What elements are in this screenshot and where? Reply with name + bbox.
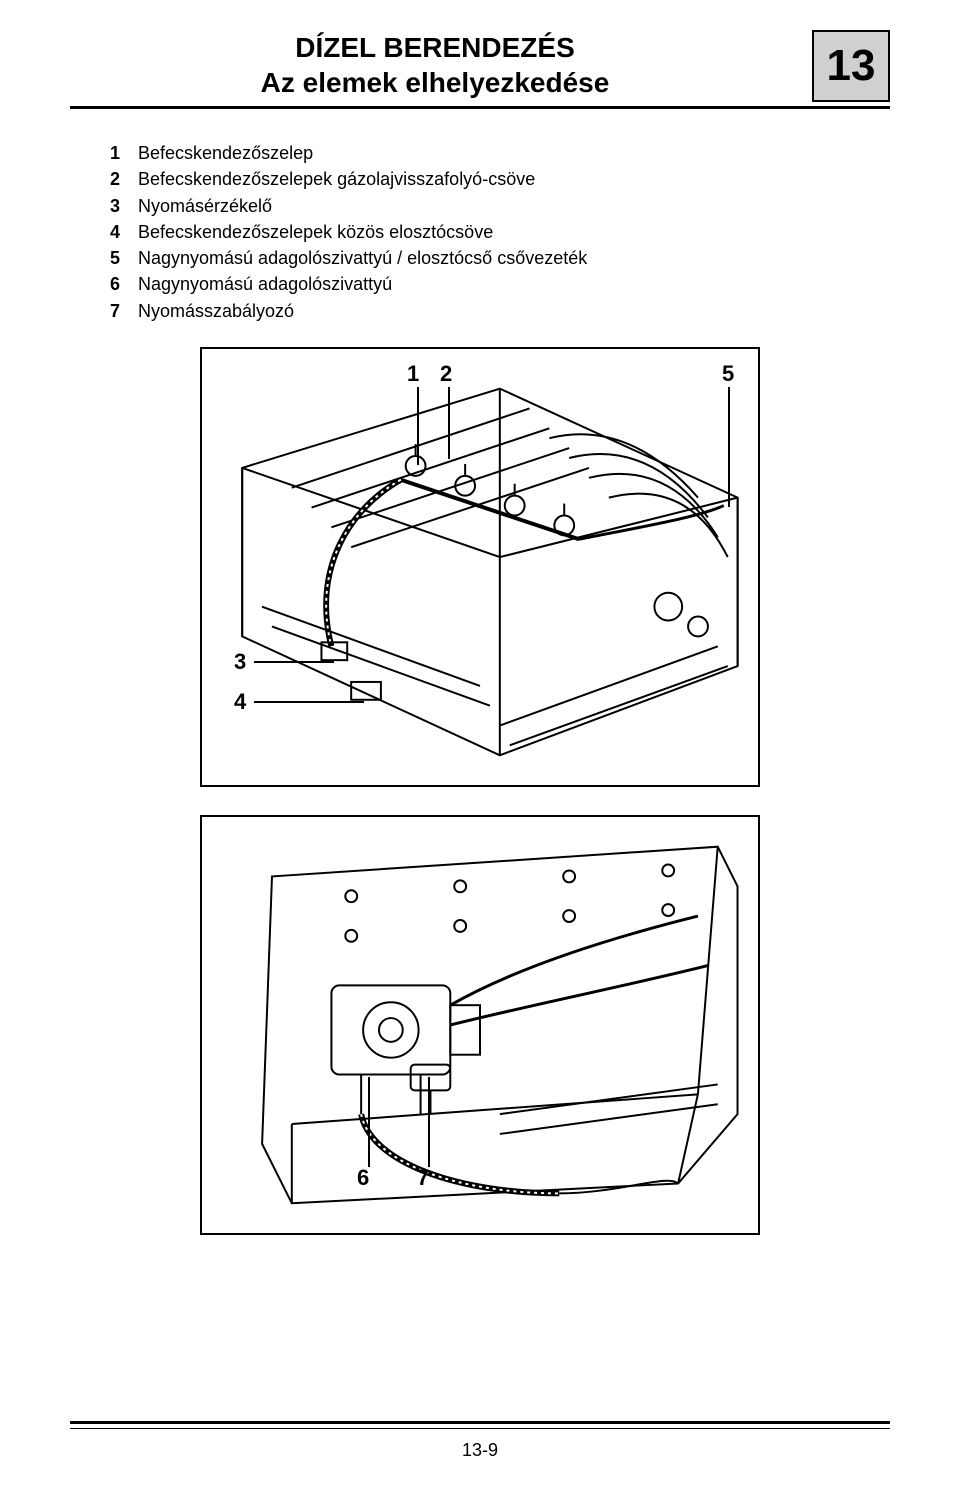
legend-item-text: Nyomásérzékelő [138, 194, 650, 218]
legend-item-number: 1 [110, 141, 138, 165]
legend-item-text: Nagynyomású adagolószivattyú / elosztócs… [138, 246, 650, 270]
page: DÍZEL BERENDEZÉS Az elemek elhelyezkedés… [0, 0, 960, 1489]
engine-diagram-1-icon [202, 349, 758, 785]
callout-label: 2 [440, 361, 452, 387]
chapter-number: 13 [827, 41, 876, 91]
callout-label: 7 [417, 1165, 429, 1191]
legend-item-number: 5 [110, 246, 138, 270]
figure-2: 6 7 [200, 815, 760, 1235]
footer-rule-thin [70, 1428, 890, 1429]
legend-item-number: 7 [110, 299, 138, 323]
legend-item-number: 6 [110, 272, 138, 296]
chapter-number-box: 13 [812, 30, 890, 102]
legend-item: 6 Nagynyomású adagolószivattyú [110, 272, 650, 296]
footer-rule-thick [70, 1421, 890, 1424]
legend-item: 4 Befecskendezőszelepek közös elosztócsö… [110, 220, 650, 244]
legend-item: 5 Nagynyomású adagolószivattyú / elosztó… [110, 246, 650, 270]
callout-label: 1 [407, 361, 419, 387]
legend-item-text: Befecskendezőszelep [138, 141, 650, 165]
callout-leader [428, 1077, 430, 1167]
page-header: DÍZEL BERENDEZÉS Az elemek elhelyezkedés… [70, 30, 890, 102]
callout-label: 5 [722, 361, 734, 387]
engine-diagram-2-icon [202, 817, 758, 1233]
legend-item-number: 3 [110, 194, 138, 218]
footer-rules [70, 1421, 890, 1429]
header-rule [70, 106, 890, 109]
figure-1: 1 2 5 3 4 [200, 347, 760, 787]
callout-label: 6 [357, 1165, 369, 1191]
page-title: DÍZEL BERENDEZÉS Az elemek elhelyezkedés… [70, 30, 800, 102]
legend-item: 1 Befecskendezőszelep [110, 141, 650, 165]
callout-label: 3 [234, 649, 246, 675]
title-line-1: DÍZEL BERENDEZÉS [70, 30, 800, 65]
legend-item-number: 4 [110, 220, 138, 244]
legend-item: 2 Befecskendezőszelepek gázolajvisszafol… [110, 167, 650, 191]
callout-leader [448, 387, 450, 459]
legend-item: 3 Nyomásérzékelő [110, 194, 650, 218]
page-number: 13-9 [0, 1440, 960, 1461]
legend-item-text: Nyomásszabályozó [138, 299, 650, 323]
figures: 1 2 5 3 4 [70, 347, 890, 1235]
legend-item-text: Nagynyomású adagolószivattyú [138, 272, 650, 296]
callout-leader [368, 1077, 370, 1167]
legend-item-text: Befecskendezőszelepek gázolajvisszafolyó… [138, 167, 650, 191]
callout-label: 4 [234, 689, 246, 715]
callout-leader [417, 387, 419, 465]
legend-item: 7 Nyomásszabályozó [110, 299, 650, 323]
legend-list: 1 Befecskendezőszelep 2 Befecskendezősze… [110, 141, 650, 323]
legend-item-text: Befecskendezőszelepek közös elosztócsöve [138, 220, 650, 244]
callout-leader [254, 701, 364, 703]
title-line-2: Az elemek elhelyezkedése [70, 65, 800, 100]
legend-item-number: 2 [110, 167, 138, 191]
callout-leader [254, 661, 334, 663]
callout-leader [728, 387, 730, 507]
